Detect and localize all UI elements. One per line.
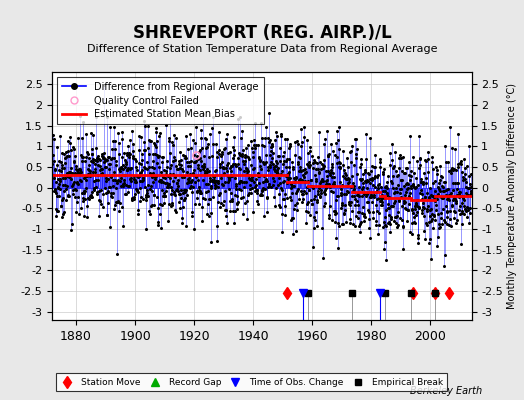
Text: Berkeley Earth: Berkeley Earth	[410, 386, 482, 396]
Text: SHREVEPORT (REG. AIRP.)/L: SHREVEPORT (REG. AIRP.)/L	[133, 24, 391, 42]
Legend: Difference from Regional Average, Quality Control Failed, Estimated Station Mean: Difference from Regional Average, Qualit…	[57, 77, 264, 124]
Text: Difference of Station Temperature Data from Regional Average: Difference of Station Temperature Data f…	[87, 44, 437, 54]
Y-axis label: Monthly Temperature Anomaly Difference (°C): Monthly Temperature Anomaly Difference (…	[507, 83, 517, 309]
Legend: Station Move, Record Gap, Time of Obs. Change, Empirical Break: Station Move, Record Gap, Time of Obs. C…	[56, 374, 447, 392]
